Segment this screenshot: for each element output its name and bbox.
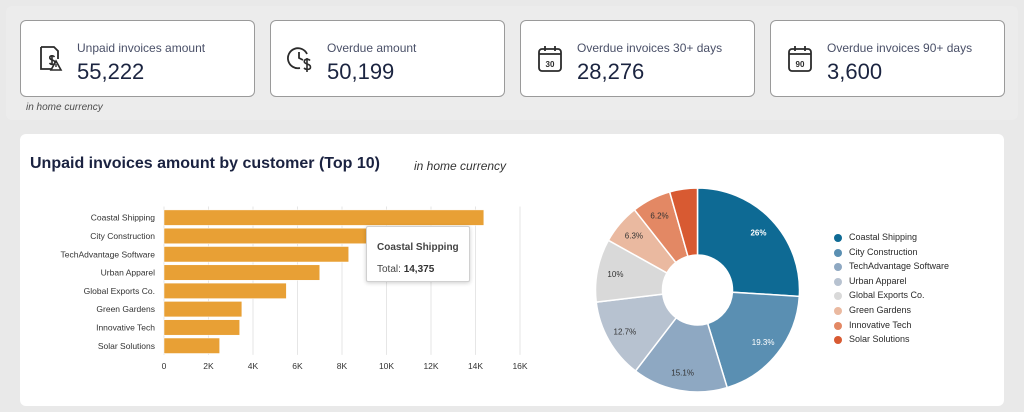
legend-label: Coastal Shipping	[849, 232, 918, 242]
y-tick-label: Green Gardens	[96, 304, 155, 314]
slice-label: 15.1%	[671, 368, 694, 377]
kpi-note: in home currency	[26, 102, 103, 113]
calendar-number: 30	[546, 60, 555, 69]
y-tick-label: Solar Solutions	[98, 341, 155, 351]
kpi-label: Overdue invoices 90+ days	[827, 41, 973, 55]
donut-slice[interactable]	[634, 316, 729, 393]
kpi-value: 3,600	[827, 59, 883, 84]
legend-swatch	[834, 263, 842, 272]
legend-label: Urban Apparel	[849, 275, 907, 286]
legend-swatch	[834, 277, 842, 286]
y-tick-label: City Construction	[90, 231, 155, 241]
slice-label: 26%	[750, 229, 766, 238]
legend-swatch	[834, 336, 842, 345]
chart-tooltip: Coastal Shipping Total: 14,375	[366, 226, 470, 282]
y-tick-label: Global Exports Co.	[84, 286, 155, 296]
kpi-label: Overdue invoices 30+ days	[577, 41, 723, 55]
invoice-dollar-icon	[40, 46, 63, 71]
x-tick-label: 16K	[512, 361, 527, 371]
legend-label: Global Exports Co.	[849, 290, 925, 301]
bar[interactable]	[163, 264, 320, 281]
legend-swatch	[834, 234, 842, 242]
bar-chart: 0 2K 4K 6K 8K 10K 12K 14K 16K Coastal Shipping Cit…	[60, 206, 528, 371]
legend-swatch	[834, 321, 842, 330]
bar[interactable]	[163, 301, 243, 318]
kpi-strip: Unpaid invoices amount 55,222 Overdue am…	[6, 6, 1018, 120]
bar[interactable]	[163, 227, 401, 244]
y-tick-label: Urban Apparel	[101, 268, 155, 278]
bar[interactable]	[163, 282, 287, 299]
calendar-90-icon: 90	[788, 46, 812, 72]
legend-label: Innovative Tech	[849, 319, 912, 330]
slice-label: 10%	[607, 270, 623, 279]
tooltip-body: Total: 14,375	[377, 264, 434, 275]
kpi-value: 28,276	[577, 59, 645, 84]
y-tick-label: Coastal Shipping	[91, 213, 156, 223]
x-tick-label: 10K	[379, 361, 394, 371]
kpi-card-overdue-30[interactable]: 30 Overdue invoices 30+ days 28,276	[520, 20, 755, 97]
donut-slice[interactable]	[696, 187, 801, 298]
calendar-30-icon: 30	[538, 46, 562, 72]
legend-swatch	[834, 292, 842, 301]
kpi-card-overdue-90[interactable]: 90 Overdue invoices 90+ days 3,600	[770, 20, 1005, 97]
donut-slice[interactable]	[706, 291, 801, 389]
x-tick-label: 8K	[337, 361, 348, 371]
calendar-number: 90	[796, 60, 805, 69]
legend-label: City Construction	[849, 246, 918, 257]
tooltip-label: Total:	[377, 264, 401, 275]
tooltip-value: 14,375	[403, 264, 435, 275]
y-tick-label: TechAdvantage Software	[60, 249, 155, 259]
legend-label: TechAdvantage Software	[849, 261, 950, 272]
kpi-value: 50,199	[327, 59, 395, 84]
chart-title: Unpaid invoices amount by customer (Top …	[30, 155, 380, 172]
slice-label: 12.7%	[614, 327, 637, 336]
chart-panel: Unpaid invoices amount by customer (Top …	[20, 134, 1004, 406]
legend-label: Solar Solutions	[849, 334, 910, 345]
legend-label: Green Gardens	[849, 304, 912, 315]
y-tick-label: Innovative Tech	[96, 322, 155, 332]
clock-dollar-icon	[287, 47, 312, 72]
donut-chart: 26% 19.3% 15.1% 12.7% 10% 6.3% 6.2%	[594, 187, 801, 393]
legend-swatch	[834, 306, 842, 315]
x-tick-label: 2K	[203, 361, 214, 371]
bar[interactable]	[163, 319, 240, 336]
kpi-label: Unpaid invoices amount	[77, 41, 206, 55]
bar[interactable]	[163, 337, 220, 354]
x-tick-label: 0	[162, 361, 167, 371]
x-tick-label: 12K	[423, 361, 438, 371]
slice-label: 6.2%	[650, 211, 668, 220]
slice-label: 6.3%	[625, 232, 643, 241]
kpi-value: 55,222	[77, 59, 145, 84]
x-tick-label: 14K	[468, 361, 483, 371]
slice-label: 19.3%	[752, 338, 775, 347]
kpi-card-overdue-amount[interactable]: Overdue amount 50,199	[270, 20, 505, 97]
x-tick-label: 6K	[292, 361, 303, 371]
tooltip-title: Coastal Shipping	[377, 242, 459, 253]
bar[interactable]	[163, 246, 349, 263]
kpi-label: Overdue amount	[327, 41, 417, 55]
chart-subtitle: in home currency	[414, 159, 507, 173]
kpi-card-unpaid-amount[interactable]: Unpaid invoices amount 55,222	[20, 20, 255, 97]
bar[interactable]	[163, 209, 485, 226]
donut-slice[interactable]	[668, 187, 699, 258]
x-tick-label: 4K	[248, 361, 259, 371]
legend-swatch	[834, 248, 842, 257]
